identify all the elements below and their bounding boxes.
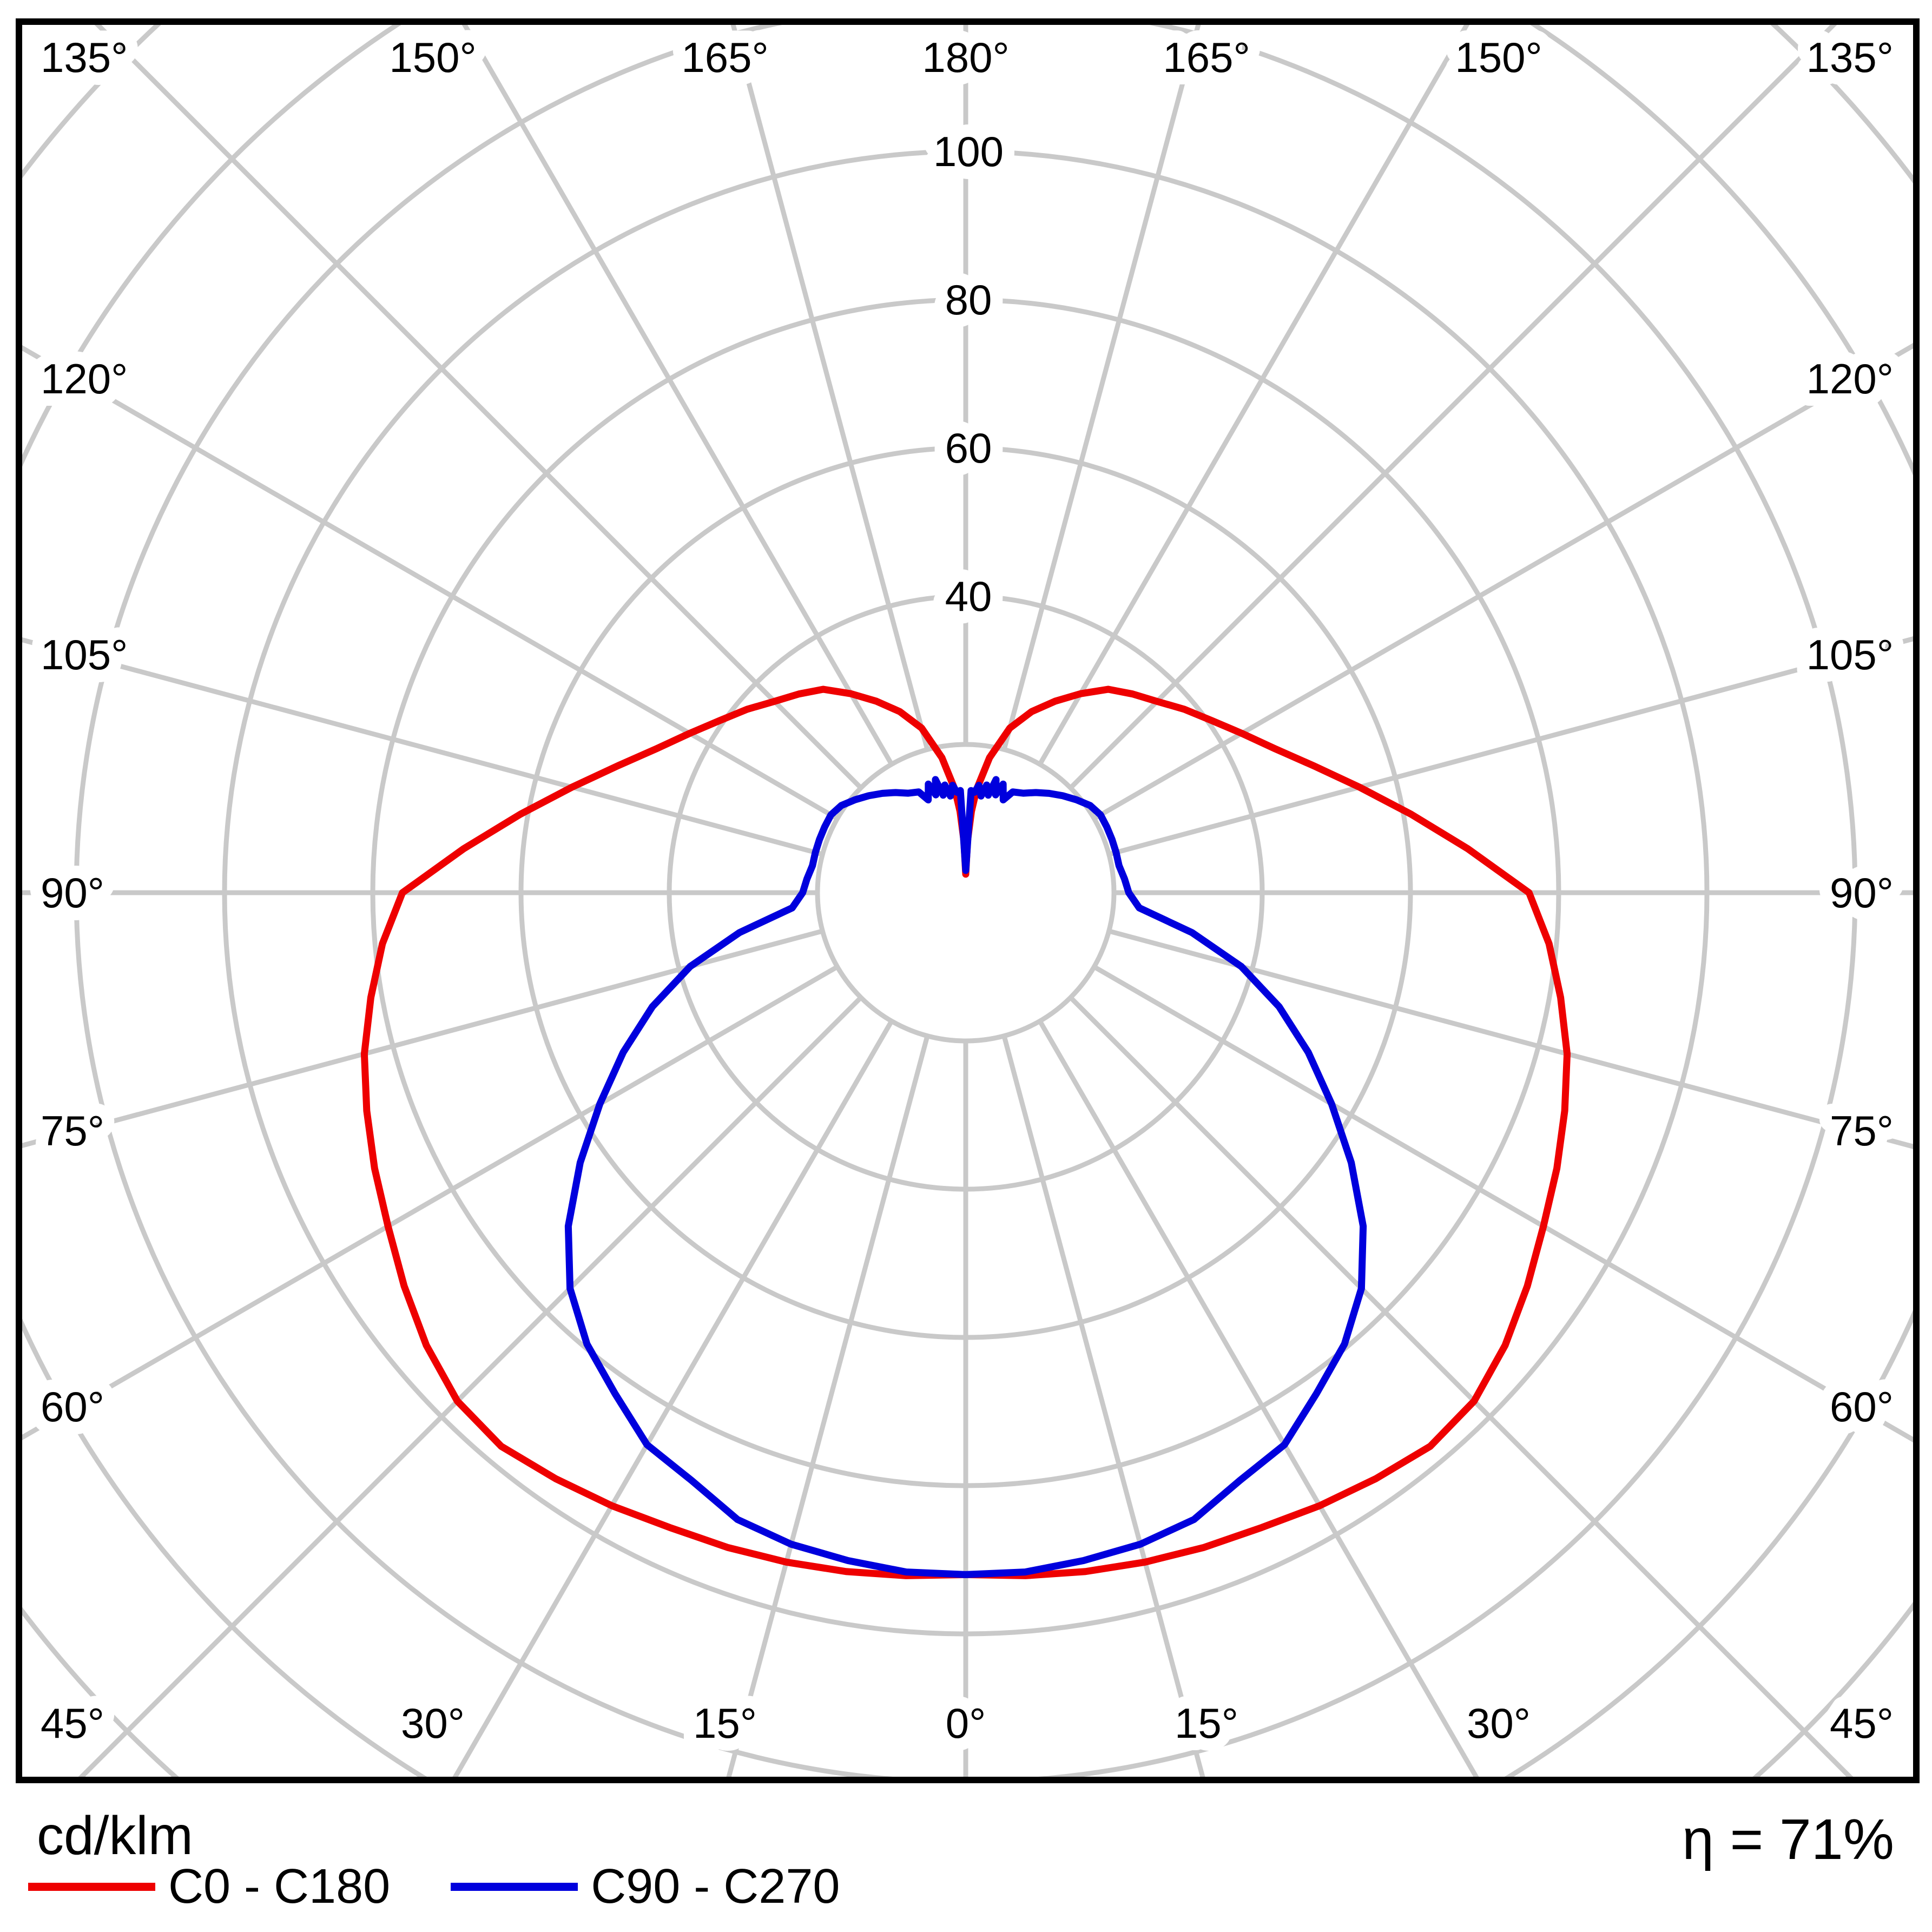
- grid-spoke-60: [1093, 965, 1916, 1445]
- angle-label-right-3: 75°: [1830, 1107, 1894, 1155]
- grid-spoke-30: [1038, 1020, 1481, 1780]
- angle-label-top-4: 165°: [1163, 34, 1250, 81]
- curve-c0-c180: [360, 685, 1571, 1579]
- angle-label-bottom-1: 30°: [401, 1699, 465, 1747]
- angle-label-top-2: 165°: [681, 34, 768, 81]
- angle-label-left-0: 120°: [41, 355, 128, 403]
- legend-label-c90-c270: C90 - C270: [591, 1860, 840, 1914]
- angle-label-top-1: 150°: [389, 34, 476, 81]
- grid-spoke-120: [1093, 341, 1916, 821]
- angle-label-left-4: 60°: [41, 1383, 104, 1430]
- angle-label-right-1: 105°: [1806, 631, 1894, 678]
- radial-label-60: 60: [945, 424, 992, 472]
- legend-label-c0-c180: C0 - C180: [168, 1860, 391, 1914]
- grid-spoke-285: [19, 928, 823, 1149]
- radial-label-40: 40: [945, 572, 992, 620]
- legend-swatch-c0-c180: [28, 1882, 155, 1891]
- angle-label-left-1: 105°: [41, 631, 128, 678]
- grid-spoke-345: [725, 1035, 930, 1780]
- angle-label-bottom-6: 45°: [1830, 1699, 1894, 1747]
- grid-spoke-300: [19, 965, 839, 1442]
- grid-spoke-240: [19, 343, 839, 821]
- angle-label-bottom-4: 15°: [1175, 1699, 1238, 1747]
- angle-label-bottom-3: 0°: [946, 1699, 986, 1747]
- grid-spoke-165: [1001, 22, 1202, 750]
- radial-label-100: 100: [933, 128, 1004, 175]
- angle-label-bottom-2: 15°: [693, 1699, 757, 1747]
- angle-label-top-6: 135°: [1806, 34, 1894, 81]
- grid-spoke-75: [1108, 928, 1916, 1150]
- angle-label-top-0: 135°: [41, 34, 128, 81]
- grid-spoke-315: [75, 995, 863, 1780]
- angle-label-top-3: 180°: [922, 34, 1009, 81]
- grid-ring-20: [815, 742, 1117, 1044]
- angle-label-left-2: 90°: [41, 869, 104, 916]
- legend: C0 - C180 C90 - C270: [28, 1857, 840, 1916]
- angle-label-right-4: 60°: [1830, 1383, 1894, 1430]
- units-label: cd/klm: [37, 1805, 193, 1866]
- grid-spoke-105: [1108, 635, 1916, 857]
- radial-label-80: 80: [945, 276, 992, 324]
- angle-label-bottom-0: 45°: [41, 1699, 104, 1747]
- angle-label-right-2: 90°: [1830, 869, 1894, 916]
- curve-c90-c270: [564, 776, 1367, 1578]
- efficiency-label: η = 71%: [1682, 1808, 1894, 1871]
- angle-label-right-0: 120°: [1806, 355, 1894, 403]
- angle-label-bottom-5: 30°: [1467, 1699, 1531, 1747]
- grid-spoke-135: [1069, 22, 1841, 790]
- grid-spoke-225: [91, 22, 863, 790]
- grid-spoke-195: [729, 22, 930, 750]
- angle-label-left-3: 75°: [41, 1107, 104, 1155]
- grid-spoke-150: [1038, 22, 1472, 766]
- curves: [360, 685, 1571, 1579]
- angle-label-top-5: 150°: [1455, 34, 1542, 81]
- grid-spoke-330: [450, 1020, 894, 1780]
- grid-spoke-45: [1069, 995, 1857, 1780]
- grid-spoke-15: [1001, 1035, 1206, 1780]
- plot-border: [16, 18, 1920, 1783]
- grid-spoke-210: [460, 22, 894, 766]
- legend-swatch-c90-c270: [451, 1882, 578, 1891]
- grid-spoke-255: [19, 636, 823, 857]
